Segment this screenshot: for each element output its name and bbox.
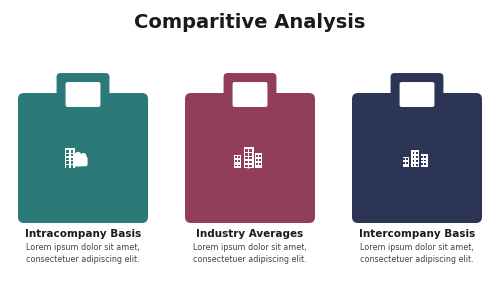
FancyBboxPatch shape <box>224 73 276 107</box>
Bar <box>238 160 240 162</box>
Bar <box>256 154 258 157</box>
Bar <box>71 161 73 164</box>
FancyBboxPatch shape <box>56 73 110 107</box>
Bar <box>66 161 68 164</box>
FancyBboxPatch shape <box>66 82 100 107</box>
Bar <box>234 164 236 166</box>
Bar <box>406 158 408 160</box>
Bar <box>245 157 248 160</box>
Bar <box>250 165 252 167</box>
Bar <box>250 149 252 152</box>
Bar <box>412 152 414 154</box>
Bar <box>66 165 68 168</box>
FancyBboxPatch shape <box>185 93 315 223</box>
FancyBboxPatch shape <box>400 82 434 107</box>
Bar <box>422 160 423 161</box>
Bar <box>234 160 236 162</box>
FancyBboxPatch shape <box>18 93 148 223</box>
Bar <box>245 149 248 152</box>
Text: Lorem ipsum dolor sit amet,
consectetuer adipiscing elit.: Lorem ipsum dolor sit amet, consectetuer… <box>360 243 474 265</box>
Bar <box>412 164 414 166</box>
Bar <box>234 156 236 158</box>
Bar <box>245 153 248 156</box>
Text: Intracompany Basis: Intracompany Basis <box>25 229 141 239</box>
Bar <box>416 152 418 154</box>
FancyBboxPatch shape <box>352 93 482 223</box>
Bar <box>424 160 426 161</box>
Bar <box>66 150 68 153</box>
Bar <box>258 163 260 165</box>
Bar <box>250 161 252 163</box>
Bar <box>71 154 73 156</box>
Bar <box>250 157 252 160</box>
Bar <box>71 150 73 153</box>
Bar <box>404 162 405 164</box>
FancyBboxPatch shape <box>232 82 268 107</box>
Text: Industry Averages: Industry Averages <box>196 229 304 239</box>
Bar <box>256 163 258 165</box>
Bar <box>255 153 262 168</box>
Bar <box>422 156 423 158</box>
FancyBboxPatch shape <box>74 156 82 167</box>
FancyBboxPatch shape <box>79 156 88 166</box>
Bar <box>244 147 254 168</box>
Bar <box>416 164 418 166</box>
Bar <box>412 150 420 167</box>
Bar <box>238 164 240 166</box>
Text: Intercompany Basis: Intercompany Basis <box>359 229 475 239</box>
Bar <box>245 165 248 167</box>
Bar <box>424 156 426 158</box>
Bar <box>71 158 73 160</box>
Text: Lorem ipsum dolor sit amet,
consectetuer adipiscing elit.: Lorem ipsum dolor sit amet, consectetuer… <box>193 243 307 265</box>
Bar <box>404 158 405 160</box>
Circle shape <box>246 164 250 168</box>
Bar <box>66 158 68 160</box>
Bar <box>258 159 260 161</box>
Bar <box>238 156 240 158</box>
Text: Lorem ipsum dolor sit amet,
consectetuer adipiscing elit.: Lorem ipsum dolor sit amet, consectetuer… <box>26 243 140 265</box>
Bar <box>416 156 418 158</box>
Bar <box>422 163 423 165</box>
Circle shape <box>81 154 86 158</box>
Circle shape <box>76 152 80 158</box>
Text: Comparitive Analysis: Comparitive Analysis <box>134 13 366 32</box>
FancyBboxPatch shape <box>390 73 444 107</box>
Bar <box>412 156 414 158</box>
Bar <box>234 154 240 168</box>
Bar <box>416 160 418 162</box>
Bar <box>406 162 408 164</box>
Bar <box>71 165 73 168</box>
Bar <box>66 148 76 168</box>
Bar <box>402 157 409 167</box>
Bar <box>424 163 426 165</box>
Bar <box>412 160 414 162</box>
Bar <box>250 153 252 156</box>
Bar <box>66 154 68 156</box>
Bar <box>258 154 260 157</box>
Bar <box>256 159 258 161</box>
Bar <box>245 161 248 163</box>
Bar <box>420 154 428 167</box>
